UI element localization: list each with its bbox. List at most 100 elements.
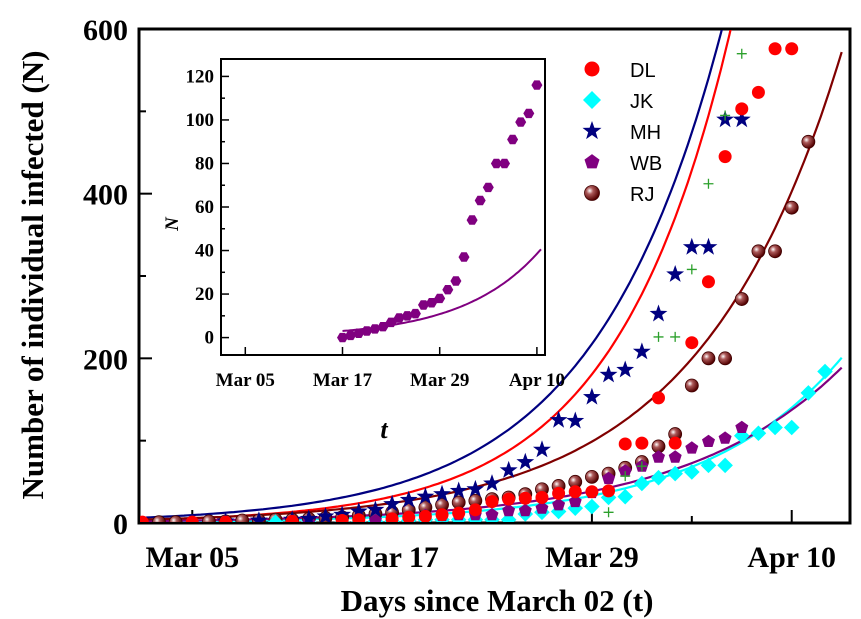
data-point-jk <box>634 475 650 492</box>
legend-marker-mh <box>582 121 602 140</box>
inset-data-point-wb <box>523 108 535 119</box>
legend: DL JK MH WB RJ <box>582 60 662 206</box>
data-point-extra <box>703 178 714 189</box>
data-point-dl <box>535 490 549 504</box>
inset-y-tick-label: 0 <box>205 328 215 349</box>
data-point-mh <box>250 511 268 522</box>
data-point-wb <box>568 494 582 508</box>
data-point-wb <box>602 471 616 485</box>
data-point-rj <box>152 515 166 522</box>
data-point-wb <box>735 420 749 433</box>
inset-x-tick-label: Mar 29 <box>410 370 469 391</box>
data-point-extra <box>636 461 647 472</box>
data-point-jk <box>550 503 567 520</box>
legend-marker-dl <box>584 61 600 77</box>
x-tick-label: Mar 05 <box>145 541 239 574</box>
data-point-wb <box>685 441 699 454</box>
data-point-dl <box>285 514 299 522</box>
inset-data-point-wb <box>499 158 510 169</box>
data-point-mh <box>449 481 468 499</box>
data-point-jk <box>767 419 783 436</box>
legend-marker-rj <box>584 185 600 201</box>
data-point-mh <box>549 410 568 428</box>
data-point-rj <box>784 200 799 215</box>
data-point-mh <box>333 505 352 522</box>
data-point-mh <box>732 110 751 128</box>
data-point-mh <box>499 460 518 478</box>
data-point-jk <box>717 457 733 474</box>
data-point-mh <box>682 237 701 255</box>
data-point-wb <box>485 507 499 521</box>
inset-data-point-wb <box>450 276 462 286</box>
data-point-jk <box>783 419 800 436</box>
y-tick-label: 0 <box>113 508 128 541</box>
data-point-dl <box>585 485 599 499</box>
inset-y-tick-label: 80 <box>195 153 214 174</box>
data-point-mh <box>616 360 635 378</box>
data-point-dl <box>751 85 765 99</box>
x-tick-label: Apr 10 <box>747 541 836 574</box>
x-axis-title: Days since March 02 (t) <box>341 583 654 618</box>
inset-plot: Mar 05 Mar 17 Mar 29 Apr 10020406080100120 … <box>162 58 565 444</box>
data-point-mh <box>632 342 651 360</box>
data-point-wb <box>518 503 532 517</box>
data-point-dl <box>402 510 416 522</box>
data-point-dl <box>618 437 632 451</box>
inset-t-label: t <box>380 415 388 444</box>
legend-label-jk: JK <box>630 91 654 113</box>
data-point-dl <box>701 275 715 289</box>
inset-data-point-wb <box>442 285 454 295</box>
data-point-jk <box>617 488 634 505</box>
legend-label-dl: DL <box>630 60 656 82</box>
inset-data-point-wb <box>515 117 527 127</box>
data-point-mh <box>649 304 668 322</box>
data-point-extra <box>620 471 631 482</box>
inset-y-axis-title: N <box>162 216 183 232</box>
data-point-mh <box>566 411 585 429</box>
data-point-jk <box>750 425 767 442</box>
x-tick-label: Mar 29 <box>545 541 639 574</box>
inset-data-point-wb <box>466 215 478 225</box>
inset-axes: Mar 05 Mar 17 Mar 29 Apr 10 0 20 40 60 80 100 120 <box>186 66 565 391</box>
data-point-jk <box>650 469 667 486</box>
data-point-mh <box>699 237 718 255</box>
inset-y-tick-label: 100 <box>186 110 215 131</box>
data-point-dl <box>668 436 682 450</box>
data-point-dl <box>735 102 749 116</box>
data-point-dl <box>468 503 482 517</box>
y-axis-title: Number of individual infected (N) <box>15 51 50 500</box>
legend-label-rj: RJ <box>630 184 654 206</box>
data-point-dl <box>768 42 782 56</box>
data-point-rj <box>202 514 216 522</box>
inset-data-point-wb <box>409 308 421 319</box>
data-point-mh <box>349 502 368 520</box>
data-point-mh <box>533 440 551 458</box>
data-point-jk <box>700 457 717 474</box>
legend-label-wb: WB <box>630 153 662 175</box>
legend-marker-jk <box>583 91 601 109</box>
data-point-extra <box>670 331 681 342</box>
data-point-dl <box>502 492 516 506</box>
data-point-dl <box>185 515 199 522</box>
main-data-points <box>140 42 833 522</box>
data-point-dl <box>335 514 349 522</box>
data-point-mh <box>599 365 618 383</box>
data-point-dl <box>385 512 399 522</box>
data-point-mh <box>666 265 685 282</box>
inset-x-tick-label: Apr 10 <box>509 370 565 391</box>
data-point-dl <box>435 508 449 522</box>
data-point-dl <box>652 391 666 405</box>
inset-data-point-wb <box>474 195 486 206</box>
y-tick-label: 400 <box>83 179 128 212</box>
data-point-dl <box>785 42 799 56</box>
inset-data-points <box>337 80 543 343</box>
inset-data-point-wb <box>490 158 502 169</box>
data-point-rj <box>801 134 816 149</box>
inset-y-tick-label: 120 <box>186 66 215 87</box>
legend-marker-wb <box>584 154 600 169</box>
fit-curve-mh <box>142 30 723 519</box>
data-point-jk <box>684 464 700 480</box>
inset-y-tick-label: 40 <box>195 241 214 262</box>
inset-data-point-wb <box>507 134 519 145</box>
